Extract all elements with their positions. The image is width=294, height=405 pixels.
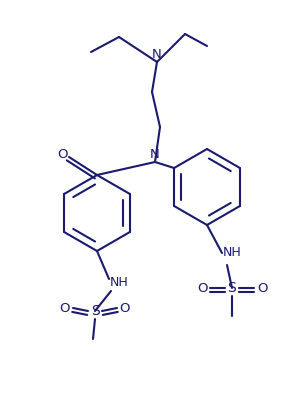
Text: O: O (257, 281, 267, 294)
Text: NH: NH (110, 277, 128, 290)
Text: O: O (60, 301, 70, 315)
Text: S: S (228, 281, 236, 295)
Text: NH: NH (223, 247, 241, 260)
Text: N: N (152, 49, 162, 62)
Text: O: O (58, 149, 68, 162)
Text: O: O (197, 281, 207, 294)
Text: N: N (150, 149, 160, 162)
Text: S: S (91, 304, 99, 318)
Text: O: O (120, 301, 130, 315)
